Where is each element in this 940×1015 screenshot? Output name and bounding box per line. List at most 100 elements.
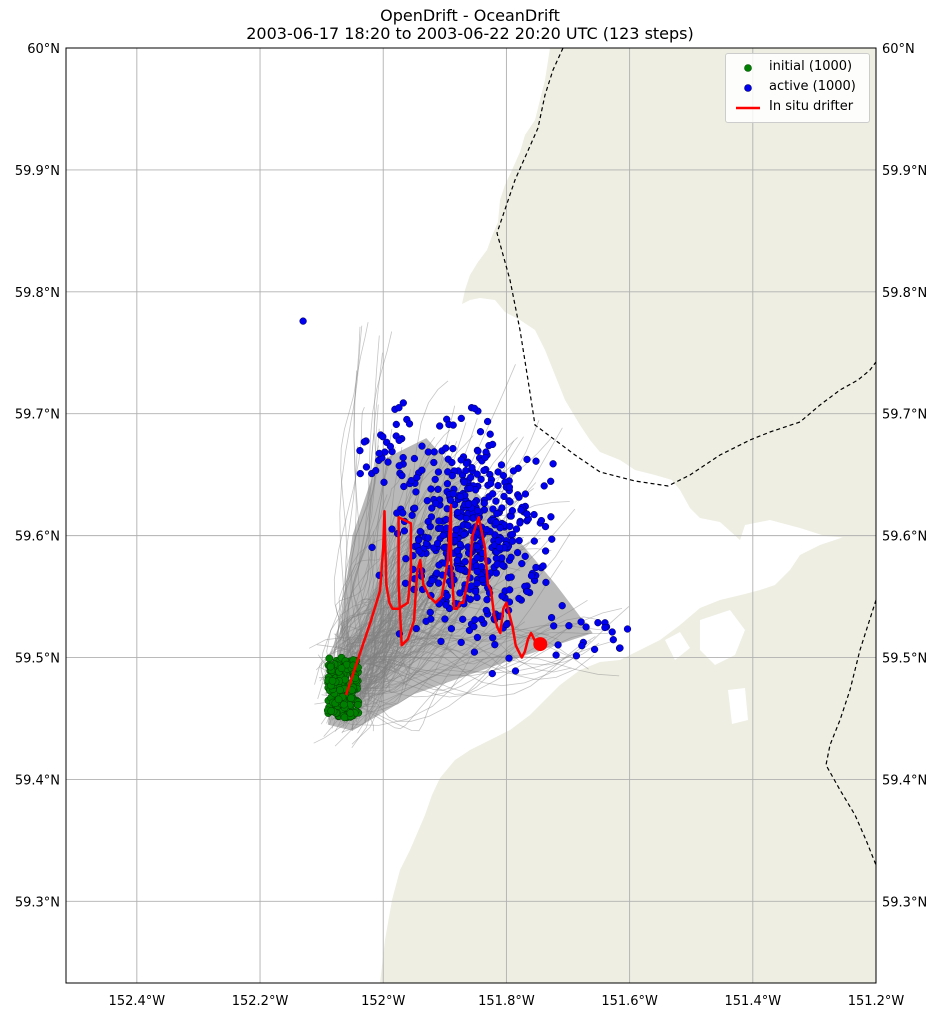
active-particle — [491, 641, 499, 649]
active-particle — [515, 536, 523, 545]
active-particle — [499, 471, 508, 480]
active-particle — [356, 469, 364, 478]
active-particle — [486, 430, 494, 438]
initial-particle — [354, 700, 362, 709]
initial-particle — [336, 686, 344, 694]
active-particle — [430, 458, 438, 467]
trajectory-line — [320, 322, 369, 685]
land-east-north — [462, 48, 876, 540]
active-particle — [453, 556, 462, 564]
active-particle — [362, 463, 371, 471]
initial-particle — [346, 709, 355, 717]
active-particle — [467, 473, 475, 481]
active-particle — [477, 475, 485, 483]
active-particle — [511, 667, 520, 675]
active-particle — [500, 492, 508, 501]
active-particle — [483, 525, 491, 534]
active-particle — [481, 453, 489, 462]
land-south — [380, 535, 876, 983]
active-particle — [464, 521, 472, 530]
active-particle — [558, 602, 566, 610]
active-particle — [547, 613, 556, 622]
active-particle — [413, 473, 421, 482]
active-particle — [460, 530, 468, 539]
active-particle — [426, 608, 434, 617]
active-particle — [507, 553, 515, 561]
active-particle — [515, 594, 523, 603]
boundary-north — [496, 48, 876, 487]
active-particle — [623, 625, 632, 633]
active-particle — [415, 536, 423, 544]
active-particle — [493, 509, 501, 518]
legend-label-active: active (1000) — [769, 79, 856, 94]
active-particle — [449, 444, 457, 453]
active-particle — [502, 620, 511, 629]
boundary-south — [825, 599, 876, 866]
initial-particle — [327, 707, 336, 715]
active-particle — [548, 535, 556, 543]
active-particle — [513, 548, 522, 557]
active-particle — [479, 575, 487, 584]
map-title: OpenDrift - OceanDrift — [380, 6, 560, 25]
y-tick-label-left: 59.3°N — [15, 895, 60, 910]
active-particle — [473, 554, 481, 562]
active-particle — [483, 596, 491, 604]
active-particle — [427, 485, 435, 493]
active-particle — [550, 622, 558, 630]
active-particle — [442, 515, 450, 524]
y-tick-label-right: 59.4°N — [882, 773, 927, 788]
map-subtitle: 2003-06-17 18:20 to 2003-06-22 20:20 UTC… — [246, 24, 694, 43]
active-particle — [539, 562, 547, 570]
active-particle — [435, 517, 443, 525]
active-particle — [400, 527, 409, 535]
active-particle — [466, 484, 474, 492]
initial-particles — [323, 653, 363, 722]
x-tick-label: 151.8°W — [478, 994, 535, 1009]
active-particle — [470, 404, 479, 413]
active-particle — [616, 644, 624, 652]
x-tick-label: 151.6°W — [601, 994, 658, 1009]
active-particle — [407, 476, 415, 485]
x-tick-label: 152°W — [361, 994, 405, 1009]
active-particle — [582, 623, 590, 631]
active-particle — [423, 497, 431, 505]
y-tick-label-left: 59.9°N — [15, 164, 60, 179]
active-particle — [498, 504, 506, 512]
active-particle — [471, 616, 479, 624]
active-particle — [386, 442, 395, 451]
active-particle — [437, 637, 445, 646]
active-particle — [473, 542, 481, 551]
active-particle — [412, 488, 420, 496]
active-particle — [456, 540, 464, 549]
active-particle — [565, 622, 573, 630]
active-particle — [418, 442, 426, 450]
y-tick-label-left: 59.5°N — [15, 652, 60, 667]
active-particle — [530, 537, 538, 545]
active-particle — [508, 537, 517, 545]
active-particle — [441, 615, 449, 623]
active-particle — [432, 499, 440, 507]
y-tick-label-right: 59.8°N — [882, 286, 927, 301]
active-particle — [523, 587, 531, 596]
active-particle — [424, 534, 432, 542]
grid-lines — [66, 48, 876, 983]
initial-particle — [328, 676, 337, 685]
active-particle — [416, 527, 424, 536]
active-particle — [410, 454, 419, 463]
active-particle — [477, 615, 486, 624]
active-particle — [372, 466, 380, 475]
active-particle — [517, 506, 525, 514]
drifter-end-marker — [533, 637, 548, 652]
active-particle — [508, 507, 517, 515]
active-particle — [393, 509, 401, 517]
active-particle — [411, 504, 419, 512]
active-particle — [473, 470, 481, 478]
active-particle — [392, 420, 400, 429]
active-particle — [448, 458, 456, 467]
active-particle — [468, 464, 476, 472]
y-tick-label-left: 59.8°N — [15, 286, 60, 301]
y-tick-label-left: 59.7°N — [15, 408, 60, 423]
y-tick-label-left: 60°N — [27, 42, 60, 57]
active-particle — [415, 547, 423, 555]
